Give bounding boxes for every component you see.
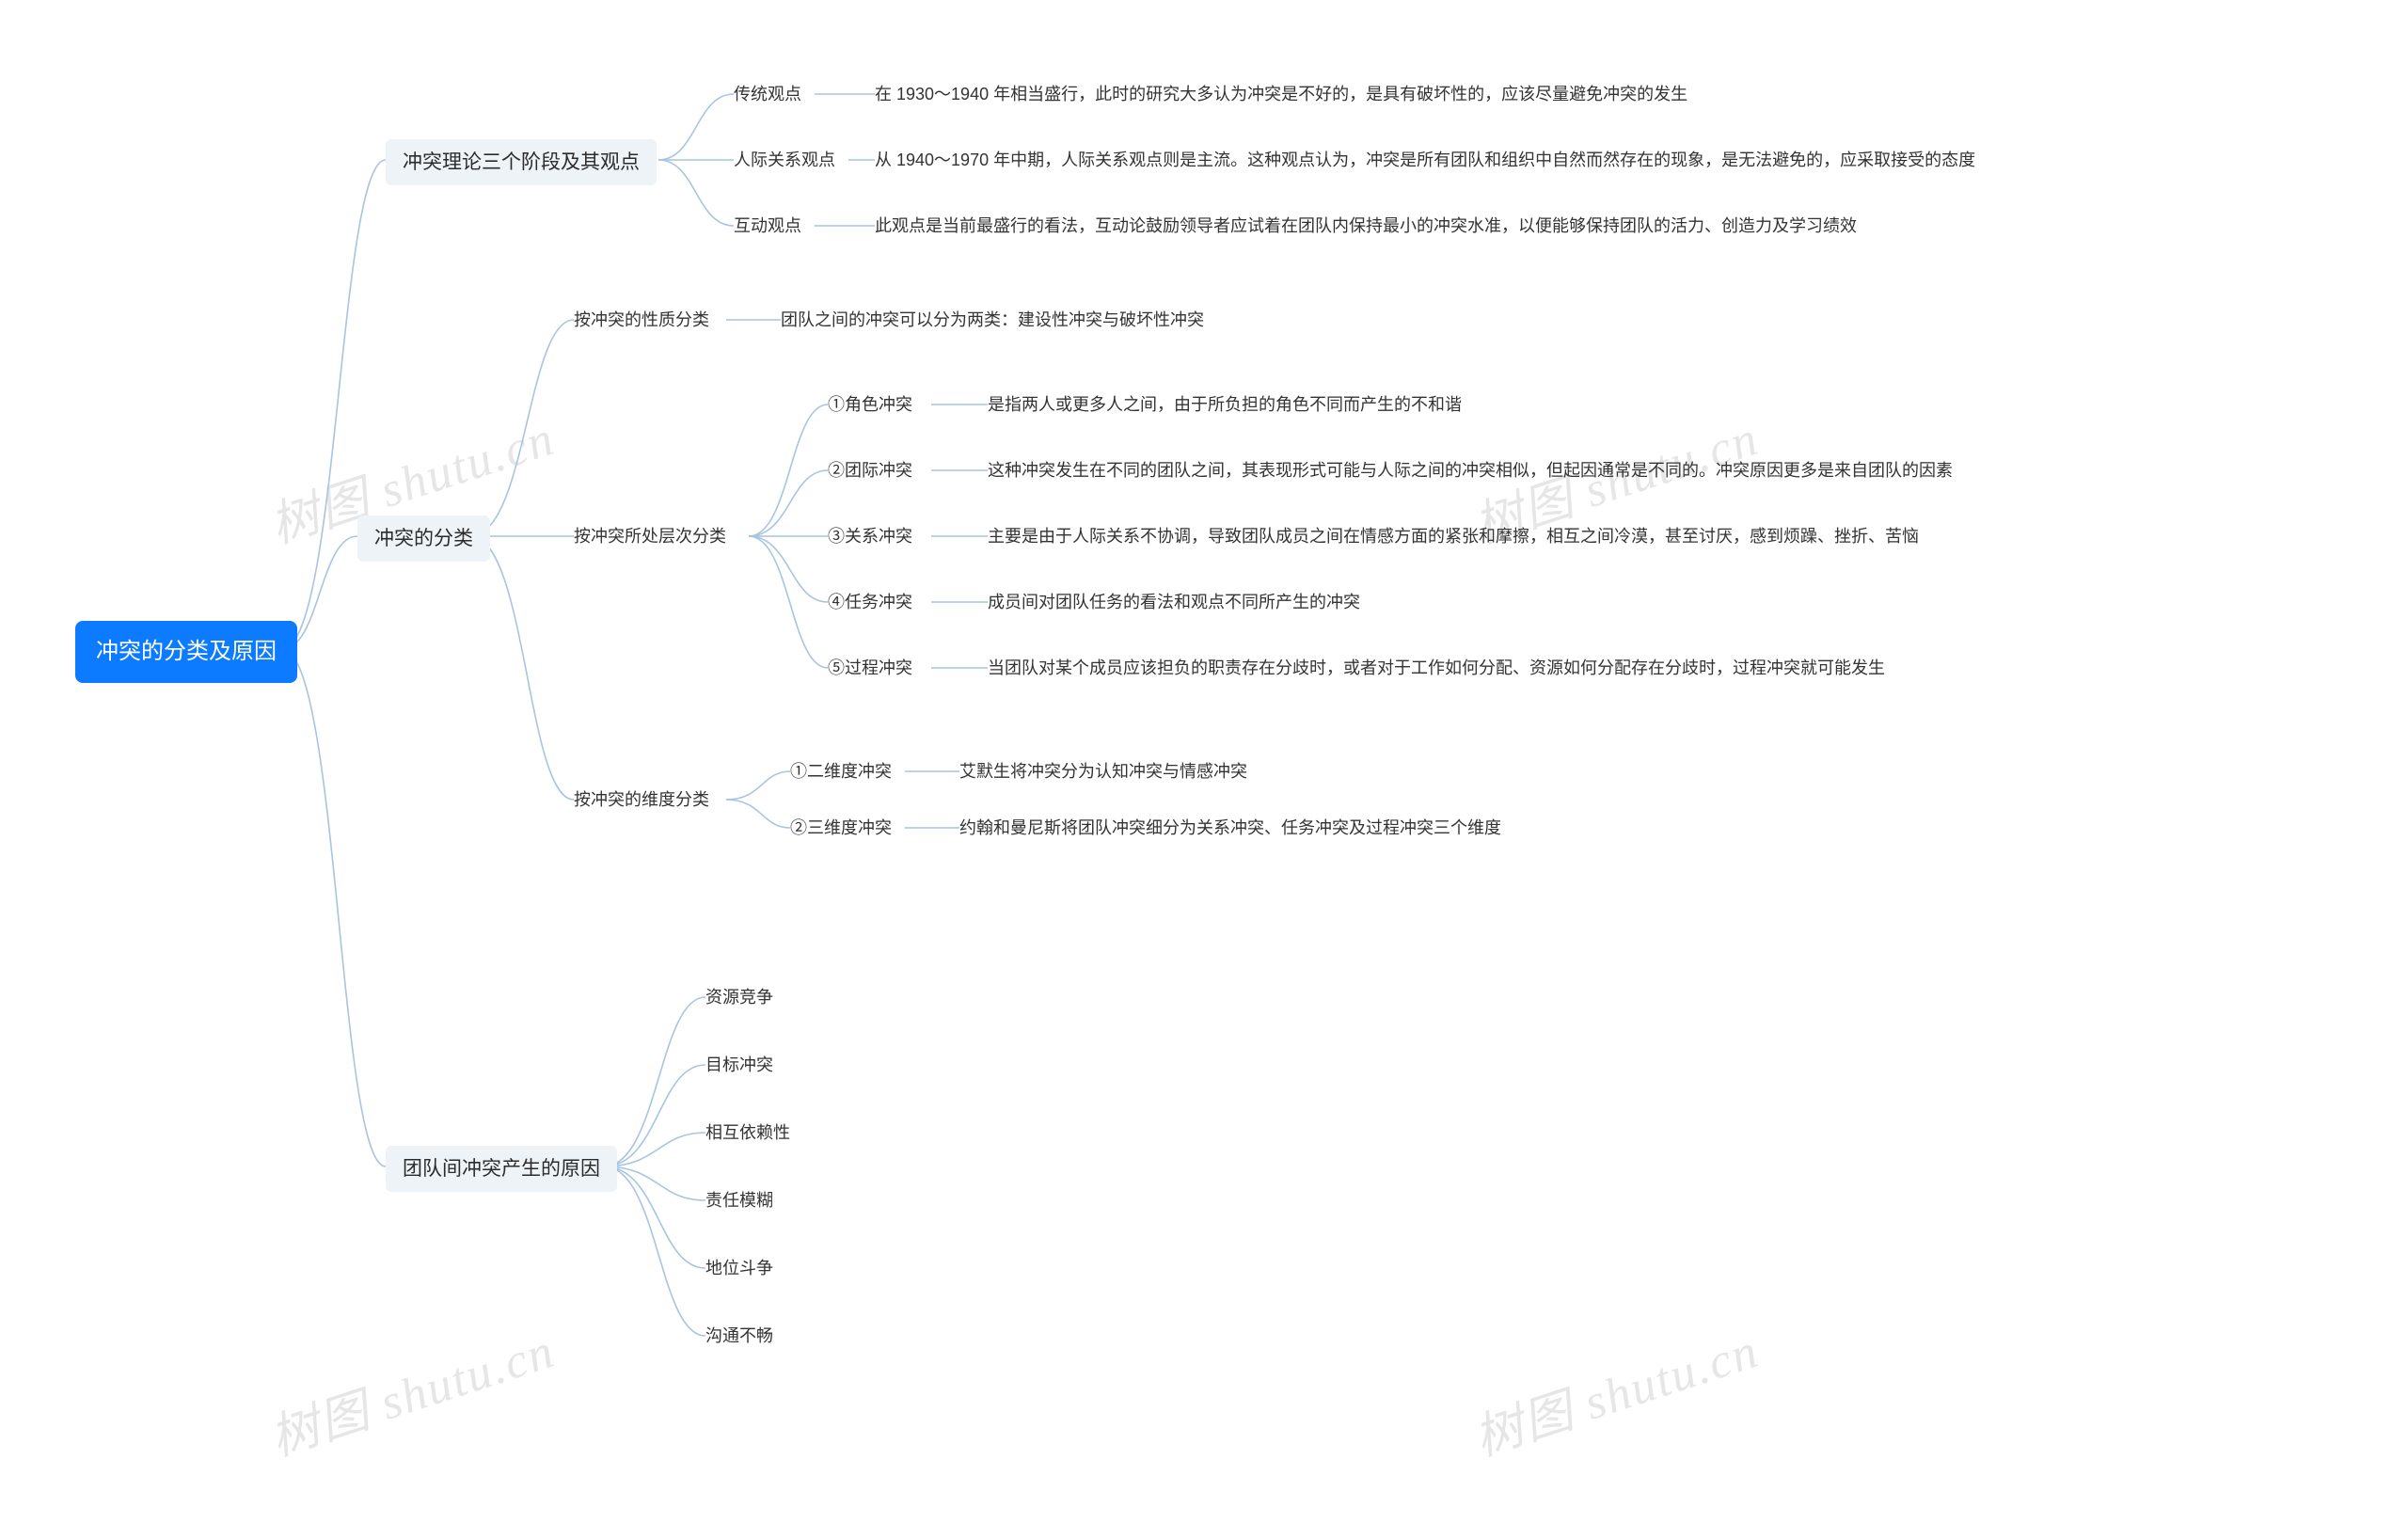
node-resource-competition[interactable]: 资源竞争 xyxy=(705,986,773,1009)
node-by-nature[interactable]: 按冲突的性质分类 xyxy=(574,309,709,332)
node-status-struggle[interactable]: 地位斗争 xyxy=(705,1257,773,1280)
node-intergroup-conflict[interactable]: ②团际冲突 xyxy=(828,459,912,483)
node-traditional[interactable]: 传统观点 xyxy=(734,83,801,106)
node-3d-conflict[interactable]: ②三维度冲突 xyxy=(790,817,892,840)
node-role-conflict[interactable]: ①角色冲突 xyxy=(828,393,912,417)
node-interdependence[interactable]: 相互依赖性 xyxy=(705,1121,790,1145)
desc-human-relations: 从 1940～1970 年中期，人际关系观点则是主流。这种观点认为，冲突是所有团… xyxy=(875,149,1975,172)
desc-relationship-conflict: 主要是由于人际关系不协调，导致团队成员之间在情感方面的紧张和摩擦，相互之间冷漠，… xyxy=(988,525,1919,548)
watermark: 树图 shutu.cn xyxy=(260,1310,562,1468)
branch-classification[interactable]: 冲突的分类 xyxy=(357,516,490,562)
node-by-dimension[interactable]: 按冲突的维度分类 xyxy=(574,788,709,812)
desc-traditional: 在 1930～1940 年相当盛行，此时的研究大多认为冲突是不好的，是具有破坏性… xyxy=(875,83,1687,106)
node-process-conflict[interactable]: ⑤过程冲突 xyxy=(828,657,912,680)
desc-task-conflict: 成员间对团队任务的看法和观点不同所产生的冲突 xyxy=(988,591,1360,614)
root-node[interactable]: 冲突的分类及原因 xyxy=(75,621,297,683)
watermark: 树图 shutu.cn xyxy=(1464,1310,1766,1468)
desc-process-conflict: 当团队对某个成员应该担负的职责存在分歧时，或者对于工作如何分配、资源如何分配存在… xyxy=(988,657,1885,680)
node-2d-conflict[interactable]: ①二维度冲突 xyxy=(790,760,892,784)
desc-intergroup-conflict: 这种冲突发生在不同的团队之间，其表现形式可能与人际之间的冲突相似，但起因通常是不… xyxy=(988,459,1953,483)
desc-3d-conflict: 约翰和曼尼斯将团队冲突细分为关系冲突、任务冲突及过程冲突三个维度 xyxy=(959,817,1501,840)
node-relationship-conflict[interactable]: ③关系冲突 xyxy=(828,525,912,548)
desc-by-nature: 团队之间的冲突可以分为两类：建设性冲突与破坏性冲突 xyxy=(781,309,1204,332)
branch-causes[interactable]: 团队间冲突产生的原因 xyxy=(386,1146,617,1192)
desc-role-conflict: 是指两人或更多人之间，由于所负担的角色不同而产生的不和谐 xyxy=(988,393,1462,417)
desc-interaction: 此观点是当前最盛行的看法，互动论鼓励领导者应试着在团队内保持最小的冲突水准，以便… xyxy=(875,214,1857,238)
node-task-conflict[interactable]: ④任务冲突 xyxy=(828,591,912,614)
node-goal-conflict[interactable]: 目标冲突 xyxy=(705,1054,773,1077)
node-interaction[interactable]: 互动观点 xyxy=(734,214,801,238)
node-human-relations[interactable]: 人际关系观点 xyxy=(734,149,835,172)
node-responsibility-ambiguity[interactable]: 责任模糊 xyxy=(705,1189,773,1213)
desc-2d-conflict: 艾默生将冲突分为认知冲突与情感冲突 xyxy=(959,760,1247,784)
node-poor-communication[interactable]: 沟通不畅 xyxy=(705,1325,773,1348)
branch-theory-stages[interactable]: 冲突理论三个阶段及其观点 xyxy=(386,139,657,185)
node-by-level[interactable]: 按冲突所处层次分类 xyxy=(574,525,726,548)
